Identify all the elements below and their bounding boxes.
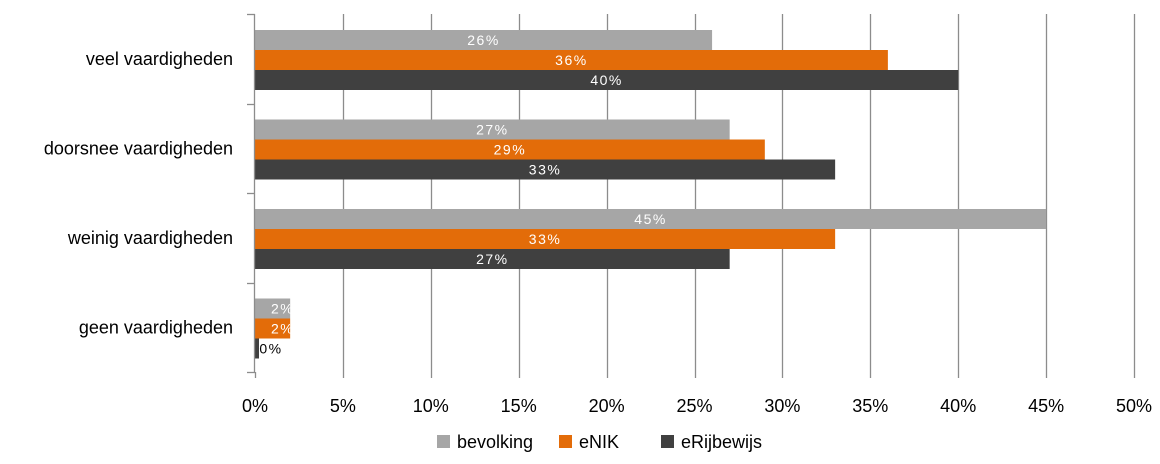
x-tick-label: 20%: [589, 396, 625, 416]
legend-label: bevolking: [457, 432, 533, 452]
x-tick-label: 0%: [242, 396, 268, 416]
x-tick-label: 30%: [764, 396, 800, 416]
x-tick-label: 10%: [413, 396, 449, 416]
bar-enik: [255, 318, 291, 339]
data-label: 29%: [494, 142, 527, 158]
bar-erijbewijs: [255, 70, 959, 90]
bar-enik: [255, 139, 765, 160]
bar-bevolking: [255, 119, 730, 140]
bar-erijbewijs: [255, 159, 836, 180]
bar-bevolking: [255, 30, 713, 50]
data-label: 2%: [271, 301, 294, 317]
x-tick-label: 5%: [330, 396, 356, 416]
x-tick-label: 40%: [940, 396, 976, 416]
category-label: weinig vaardigheden: [67, 228, 233, 248]
bar-enik: [255, 50, 888, 70]
bar-enik: [255, 229, 836, 249]
data-label: 40%: [590, 72, 623, 88]
data-label: 36%: [555, 52, 588, 68]
category-label: doorsnee vaardigheden: [44, 138, 233, 158]
data-label: 0%: [259, 341, 282, 357]
category-label: geen vaardigheden: [79, 317, 233, 337]
data-label: 27%: [476, 122, 509, 138]
data-label: 45%: [634, 211, 667, 227]
legend-swatch-bevolking: [437, 435, 450, 448]
legend-label: eNIK: [579, 432, 619, 452]
legend-label: eRijbewijs: [681, 432, 762, 452]
x-tick-label: 35%: [852, 396, 888, 416]
bars: 26%36%40%27%29%33%45%33%27%2%2%0%: [255, 30, 1047, 359]
x-tick-label: 15%: [501, 396, 537, 416]
bar-bevolking: [255, 209, 1047, 229]
data-label: 26%: [467, 32, 500, 48]
data-label: 27%: [476, 251, 509, 267]
x-tick-label: 25%: [676, 396, 712, 416]
x-tick-label: 45%: [1028, 396, 1064, 416]
category-labels: veel vaardigheden doorsnee vaardigheden we…: [44, 49, 233, 338]
legend-swatch-erijbewijs: [661, 435, 674, 448]
bar-erijbewijs: [255, 249, 730, 269]
data-label: 33%: [529, 231, 562, 247]
bar-erijbewijs: [255, 338, 259, 359]
data-label: 33%: [529, 162, 562, 178]
bar-bevolking: [255, 298, 291, 319]
category-label: veel vaardigheden: [86, 49, 233, 69]
x-tick-labels: 0% 5% 10% 15% 20% 25% 30% 35% 40% 45% 50%: [242, 396, 1152, 416]
axes: [247, 13, 1136, 378]
legend: bevolking eNIK eRijbewijs: [437, 432, 762, 452]
x-tick-label: 50%: [1116, 396, 1152, 416]
legend-swatch-enik: [559, 435, 572, 448]
data-label: 2%: [271, 321, 294, 337]
